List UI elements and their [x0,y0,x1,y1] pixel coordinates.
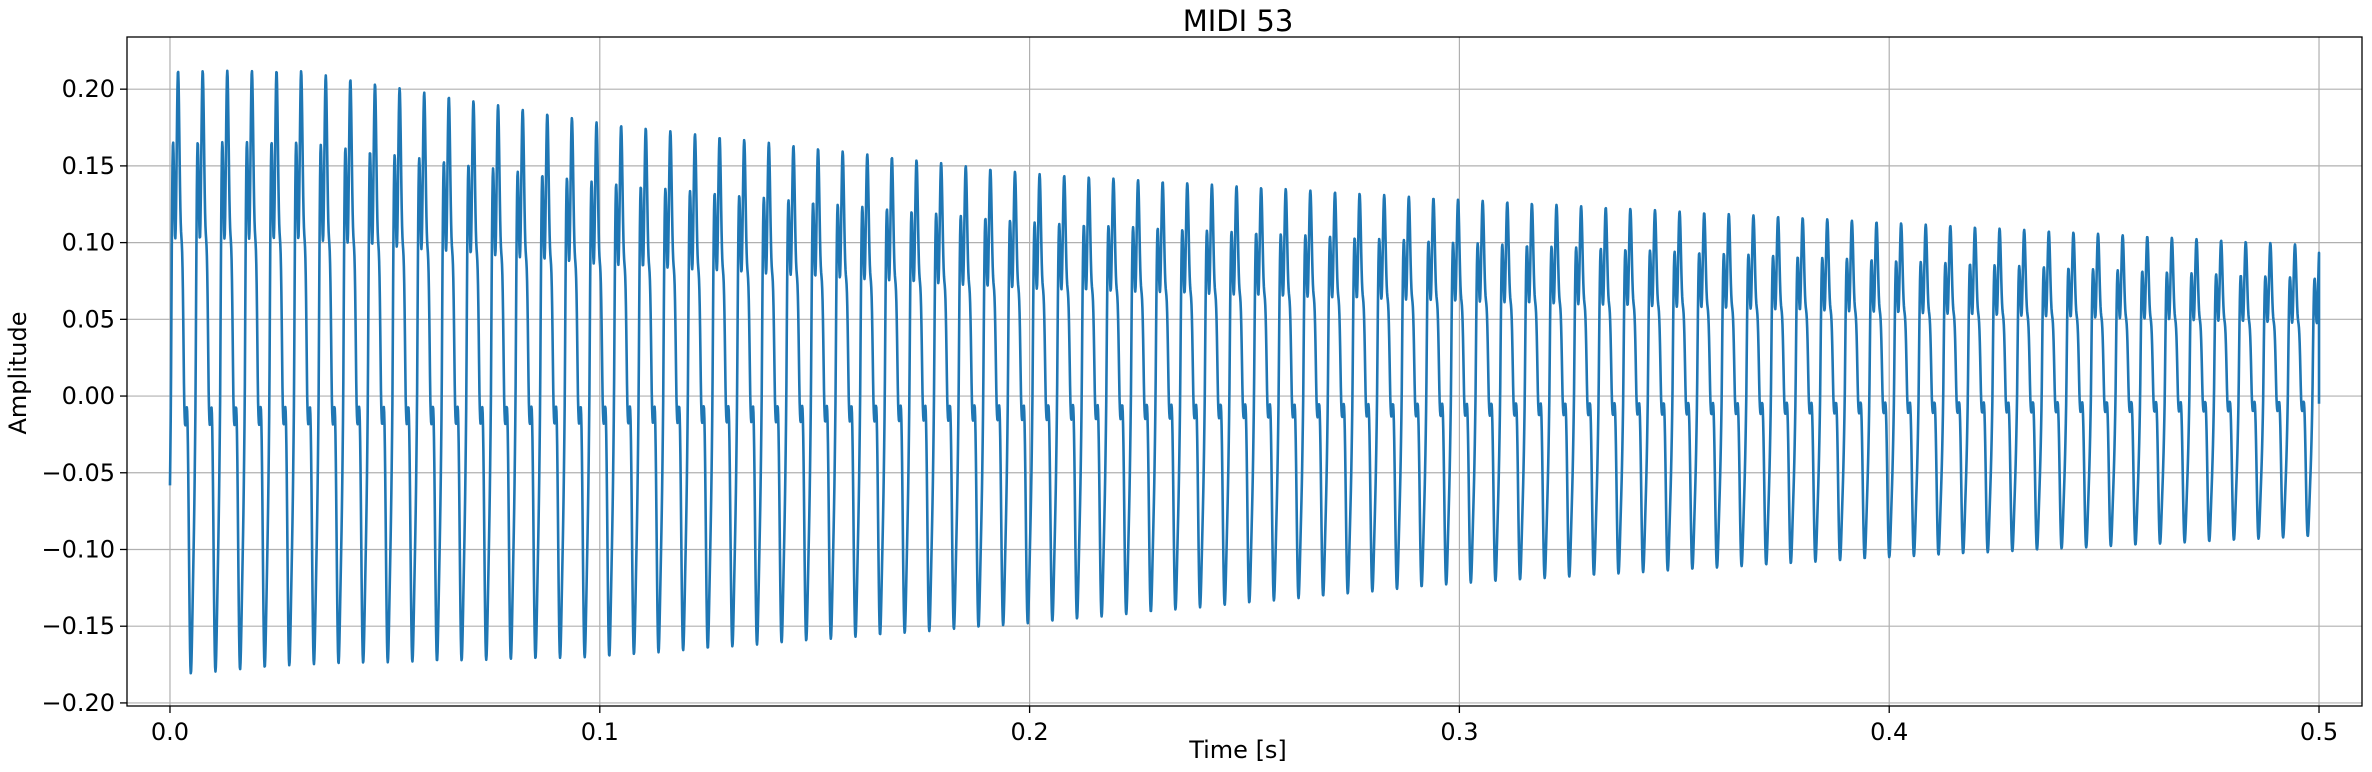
x-axis-label: Time [s] [1188,736,1287,764]
x-tick-label: 0.4 [1870,718,1908,746]
y-tick-label: −0.15 [41,612,115,640]
x-tick-label: 0.1 [581,718,619,746]
x-axis: 0.0 0.1 0.2 0.3 0.4 0.5 [151,706,2338,746]
y-axis-label: Amplitude [4,312,32,435]
y-tick-label: 0.00 [62,382,115,410]
chart-title: MIDI 53 [1183,4,1294,38]
x-tick-label: 0.3 [1440,718,1478,746]
y-tick-label: −0.20 [41,689,115,717]
plot-frame [126,36,2363,707]
y-tick-label: 0.10 [62,229,115,257]
y-tick-label: −0.10 [41,535,115,563]
y-tick-label: 0.20 [62,75,115,103]
x-tick-label: 0.5 [2300,718,2338,746]
x-tick-label: 0.2 [1011,718,1049,746]
y-tick-label: −0.05 [41,459,115,487]
waveform-line [168,69,2321,675]
y-axis: −0.20 −0.15 −0.10 −0.05 0.00 0.05 0.10 0.15 0.20 [41,75,127,717]
y-tick-label: 0.05 [62,305,115,333]
x-tick-label: 0.0 [151,718,189,746]
y-tick-label: 0.15 [62,152,115,180]
